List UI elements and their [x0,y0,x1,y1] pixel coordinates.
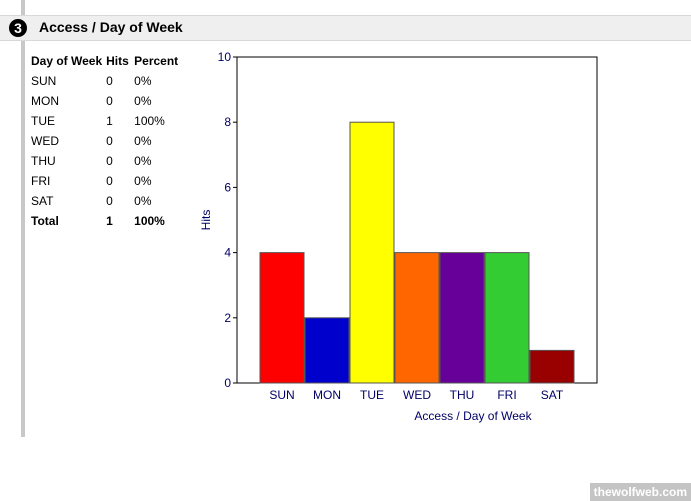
bar-fri [484,252,530,384]
x-tick-label: TUE [360,388,384,402]
col-header-percent: Percent [134,54,179,68]
cell-hits: 0 [106,134,113,148]
watermark: thewolfweb.com [589,483,691,501]
table-row: TUE 1 100% [29,111,180,131]
cell-day: SAT [31,194,54,208]
section-number-icon: 3 [9,19,27,37]
cell-day: SUN [31,74,57,88]
cell-day: FRI [31,174,51,188]
cell-percent: 0% [134,94,152,108]
x-tick-label: FRI [497,388,516,402]
section-title: Access / Day of Week [39,19,183,35]
y-tick-label: 0 [224,376,231,390]
section-left-border [21,0,25,437]
x-tick-label: THU [450,388,475,402]
table-total-row: Total 1 100% [29,211,180,231]
bar-tue [349,121,395,384]
cell-hits: 0 [106,174,113,188]
cell-hits: 1 [106,114,113,128]
bar-thu [439,252,485,384]
bar-sat [529,349,575,384]
table-row: FRI 0 0% [29,171,180,191]
y-tick-label: 2 [224,311,231,325]
y-tick-label: 6 [224,180,231,194]
total-day: Total [31,214,59,228]
cell-day: THU [31,154,56,168]
x-tick-label: SAT [541,388,564,402]
bar-wed [394,252,440,384]
table-row: WED 0 0% [29,131,180,151]
cell-day: TUE [31,114,55,128]
x-axis-label: Access / Day of Week [414,409,532,423]
col-header-hits: Hits [106,54,129,68]
section-header: 3 Access / Day of Week [0,15,691,41]
y-tick-label: 8 [224,115,231,129]
total-percent: 100% [134,214,165,228]
cell-percent: 0% [134,194,152,208]
day-of-week-table: Day of Week Hits Percent SUN 0 0% MON 0 0% TUE… [29,51,180,231]
cell-percent: 0% [134,154,152,168]
y-axis-label: Hits [199,210,213,231]
x-tick-label: MON [313,388,341,402]
cell-hits: 0 [106,154,113,168]
x-tick-label: SUN [269,388,294,402]
y-tick-label: 4 [224,246,231,260]
table-row: SUN 0 0% [29,71,180,91]
cell-percent: 0% [134,74,152,88]
cell-percent: 100% [134,114,165,128]
cell-hits: 0 [106,94,113,108]
x-tick-label: WED [403,388,431,402]
cell-hits: 0 [106,74,113,88]
cell-day: MON [31,94,59,108]
y-tick-label: 10 [218,50,232,64]
bar-sun [259,252,305,384]
cell-hits: 0 [106,194,113,208]
bar-mon [304,317,350,384]
cell-day: WED [31,134,59,148]
cell-percent: 0% [134,174,152,188]
table-row: THU 0 0% [29,151,180,171]
col-header-day: Day of Week [31,54,103,68]
table-row: MON 0 0% [29,91,180,111]
table-row: SAT 0 0% [29,191,180,211]
cell-percent: 0% [134,134,152,148]
total-hits: 1 [106,214,113,228]
